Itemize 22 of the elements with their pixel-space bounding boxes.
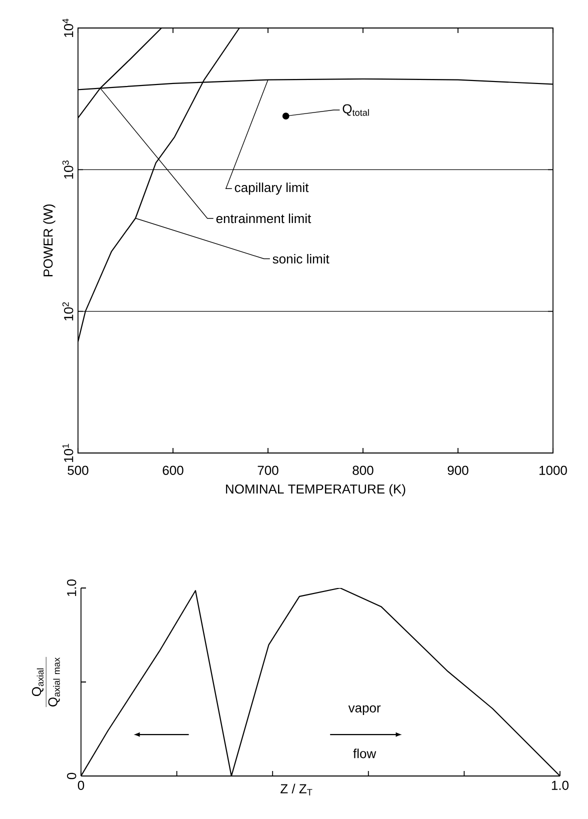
annotation: vapor [348, 705, 381, 716]
y-axis-title: POWER (W) [43, 204, 56, 276]
x-tick-label: 800 [352, 466, 374, 475]
y-tick-label: 10$^{2}$ [62, 302, 74, 320]
text: capillary limit [234, 182, 309, 195]
y-tick-label: 10$^{1}$ [62, 444, 74, 462]
x-tick-label: 600 [162, 466, 184, 475]
x-tick-label: 1000 [540, 466, 567, 475]
x-tick-label: 500 [68, 466, 88, 475]
x-axis-title: Z / Z$_{T}$ [280, 784, 312, 796]
x-tick-label: 900 [448, 466, 468, 475]
x-tick-label: 700 [258, 466, 278, 475]
x-axis-title: NOMINAL TEMPERATURE (K) [226, 484, 406, 496]
y-tick-label: 1.0 [67, 579, 76, 596]
annotation: flow [353, 748, 376, 758]
y-axis-title: $\frac{\mathrm{Q_{axial}}}{\mathrm{Q_{axial\ max}}}$ [32, 656, 60, 708]
y-tick-label: 10$^{3}$ [62, 160, 74, 179]
annotation: Q$_{total}$ [342, 104, 369, 116]
y-tick-label: 10$^{4}$ [62, 18, 74, 38]
text: entrainment limit [216, 214, 312, 224]
text: sonic limit [272, 254, 330, 264]
y-tick-label: 0 [67, 772, 76, 780]
